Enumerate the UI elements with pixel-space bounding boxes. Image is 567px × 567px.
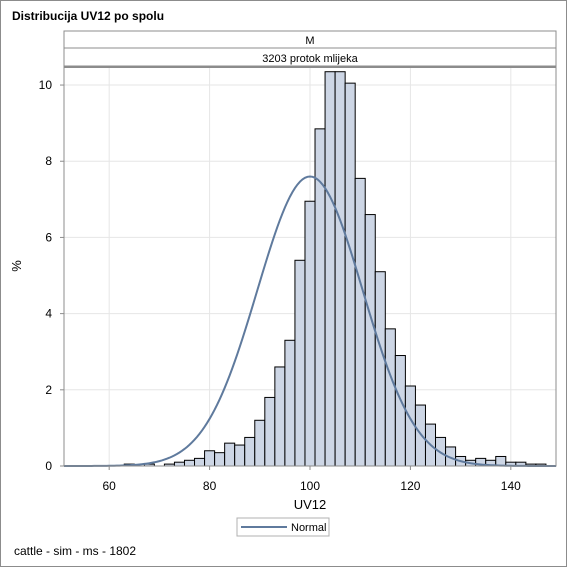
histogram-bar — [244, 436, 256, 467]
histogram-bar — [414, 404, 426, 467]
histogram-bar — [204, 450, 216, 467]
histogram-bar — [294, 259, 306, 467]
x-tick-label: 80 — [203, 479, 217, 493]
histogram-bar — [254, 419, 266, 467]
legend-label-normal: Normal — [291, 522, 326, 534]
histogram-bar — [284, 339, 296, 467]
histogram-bar — [354, 177, 366, 467]
normal-curve-line — [64, 175, 556, 467]
histogram-bar — [304, 200, 316, 467]
histogram-bar — [344, 82, 356, 467]
histogram-bars — [123, 71, 547, 467]
histogram-bar — [384, 328, 396, 467]
histogram-bar — [183, 459, 196, 467]
histogram-bar — [364, 214, 376, 467]
y-tick-label: 4 — [45, 307, 52, 321]
x-axis-label: UV12 — [294, 497, 327, 512]
y-tick-label: 0 — [45, 459, 52, 473]
y-tick-label: 10 — [39, 78, 53, 92]
histogram-bar — [264, 396, 276, 467]
footnote: cattle - sim - ms - 1802 — [14, 544, 137, 558]
histogram-bar — [274, 366, 286, 467]
x-tick-label: 60 — [103, 479, 117, 493]
histogram-bar — [334, 71, 346, 467]
x-tick-label: 100 — [300, 479, 320, 493]
panel-header-2: 3203 protok mlijeka — [262, 53, 358, 65]
x-tick-labels: 60 80 100 120 140 — [103, 466, 521, 493]
y-tick-label: 8 — [45, 154, 52, 168]
histogram-bar — [173, 461, 185, 467]
histogram-bar — [214, 452, 226, 467]
legend: Normal — [236, 517, 330, 537]
y-tick-label: 2 — [45, 383, 52, 397]
x-tick-label: 120 — [400, 479, 420, 493]
histogram-bar — [324, 71, 336, 467]
y-tick-label: 6 — [45, 230, 52, 244]
histogram-bar — [194, 457, 206, 467]
histogram-bar — [374, 271, 386, 467]
histogram-bar — [224, 442, 236, 467]
y-axis-label: % — [9, 260, 24, 272]
histogram-bar — [234, 444, 246, 467]
histogram-bar — [394, 355, 406, 467]
chart-title: Distribucija UV12 po spolu — [12, 9, 165, 23]
y-tick-labels: 0 2 4 6 8 10 — [39, 78, 64, 473]
panel-header-1: M — [305, 35, 314, 47]
x-tick-label: 140 — [501, 479, 521, 493]
